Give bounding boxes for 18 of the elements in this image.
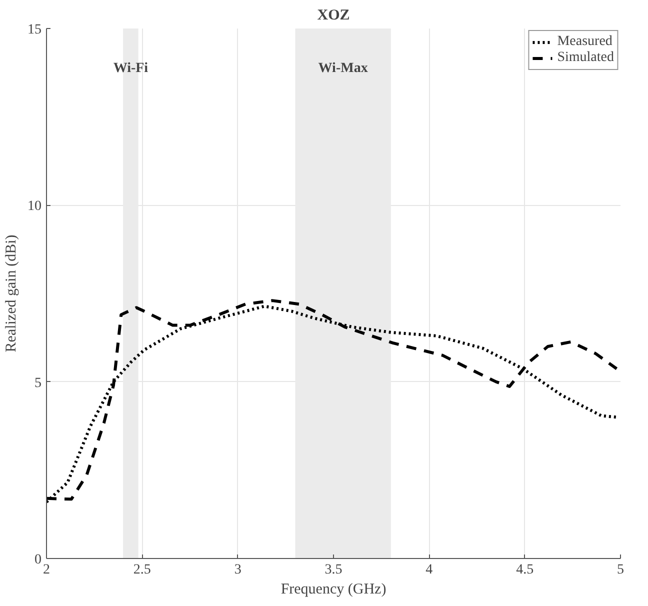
y-tick-label: 15 — [28, 22, 42, 38]
band-label: Wi-Max — [318, 61, 368, 76]
y-axis-title: Realized gain (dBi) — [4, 234, 20, 352]
chart-title: XOZ — [317, 8, 350, 24]
y-tick-label: 10 — [28, 199, 42, 214]
x-axis-title: Frequency (GHz) — [280, 582, 386, 598]
x-tick-label: 3 — [234, 562, 242, 578]
x-tick-label: 2.5 — [133, 562, 151, 578]
band-label: Wi-Fi — [113, 61, 148, 76]
y-tick-label: 5 — [34, 376, 42, 391]
x-tick-label: 2 — [43, 562, 50, 578]
legend-label: Simulated — [557, 50, 614, 66]
x-tick-label: 4.5 — [516, 562, 534, 578]
x-tick-label: 5 — [617, 562, 624, 578]
x-tick-label: 3.5 — [324, 562, 342, 578]
x-tick-label: 4 — [426, 562, 433, 578]
y-tick-label: 0 — [34, 552, 42, 568]
legend-label: Measured — [557, 34, 612, 50]
